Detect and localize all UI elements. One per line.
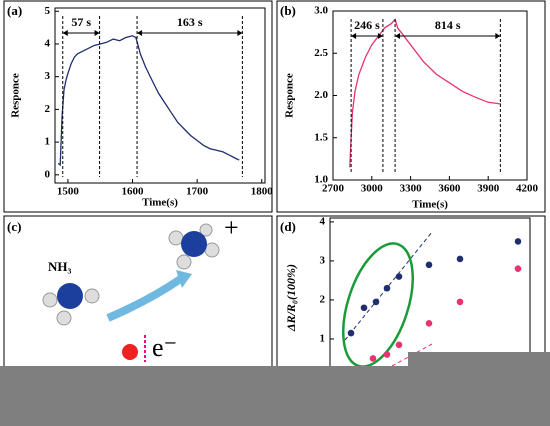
data-point xyxy=(395,273,403,280)
occlusion xyxy=(0,352,550,426)
highlight-ellipse xyxy=(342,242,414,368)
data-point xyxy=(456,255,464,263)
y-tick-label: 4 xyxy=(45,38,51,50)
data-point xyxy=(347,329,355,337)
y-axis-label: Responce xyxy=(10,73,22,118)
data-point xyxy=(456,298,464,306)
annotation: 814 s xyxy=(435,18,461,32)
y-tick-label: 2 xyxy=(45,103,51,115)
data-point xyxy=(383,284,391,292)
data-line xyxy=(349,18,502,168)
y-tick-label: 3.0 xyxy=(314,5,328,17)
x-axis-label: Time(s) xyxy=(412,199,448,211)
molecule-label: NH₃ xyxy=(48,259,72,274)
data-point xyxy=(425,320,433,327)
x-tick-label: 1700 xyxy=(186,186,209,198)
y-tick-label: 1.5 xyxy=(314,131,328,143)
y-tick-label: 3 xyxy=(320,254,326,266)
plot-area xyxy=(54,7,266,184)
y-axis-label: Responce xyxy=(284,73,296,118)
x-tick-label: 1500 xyxy=(57,186,80,198)
data-line xyxy=(57,35,240,167)
x-tick-label: 3600 xyxy=(438,183,461,195)
panel-label: (c) xyxy=(7,219,21,234)
x-tick-label: 3900 xyxy=(477,183,500,195)
x-tick-label: 1800 xyxy=(251,186,274,198)
panel-frame xyxy=(276,0,546,213)
x-tick-label: 2700 xyxy=(322,183,345,195)
annotation: 163 s xyxy=(177,15,203,29)
data-point xyxy=(514,238,522,245)
fit-line xyxy=(344,231,433,341)
data-point xyxy=(360,304,368,312)
y-tick-label: 3 xyxy=(45,70,51,82)
y-tick-label: 4 xyxy=(320,215,326,227)
y-tick-label: 2.5 xyxy=(314,47,328,59)
data-point xyxy=(383,351,391,358)
data-point xyxy=(425,261,433,269)
y-tick-label: 2 xyxy=(320,293,326,305)
y-tick-label: 1.0 xyxy=(314,174,328,186)
x-tick-label: 1600 xyxy=(122,186,145,198)
panel-label: (d) xyxy=(280,219,296,234)
electron: e⁻ xyxy=(152,333,177,362)
y-tick-label: 2.0 xyxy=(314,89,328,101)
x-tick-label: 3000 xyxy=(361,183,384,195)
panel-frame xyxy=(3,0,273,213)
x-tick-label: 4200 xyxy=(516,183,539,195)
panel-label: (a) xyxy=(7,3,22,18)
y-axis-label: ΔR/R₀(100%) xyxy=(284,264,298,332)
x-axis-label: Time(s) xyxy=(142,197,178,209)
data-point xyxy=(369,355,377,362)
y-tick-label: 0 xyxy=(45,168,51,180)
y-tick-label: 1 xyxy=(320,332,326,344)
data-point xyxy=(395,341,403,349)
x-tick-label: 3300 xyxy=(400,183,423,195)
data-point xyxy=(514,265,522,273)
annotation: 246 s xyxy=(354,18,380,32)
annotation: 57 s xyxy=(71,15,91,29)
y-tick-label: 5 xyxy=(45,5,51,17)
y-tick-label: 1 xyxy=(45,136,51,148)
diagram: NH₃ + e⁻ xyxy=(42,213,239,362)
panel-label: (b) xyxy=(280,3,296,18)
data-point xyxy=(372,298,380,306)
charge: + xyxy=(224,213,239,242)
